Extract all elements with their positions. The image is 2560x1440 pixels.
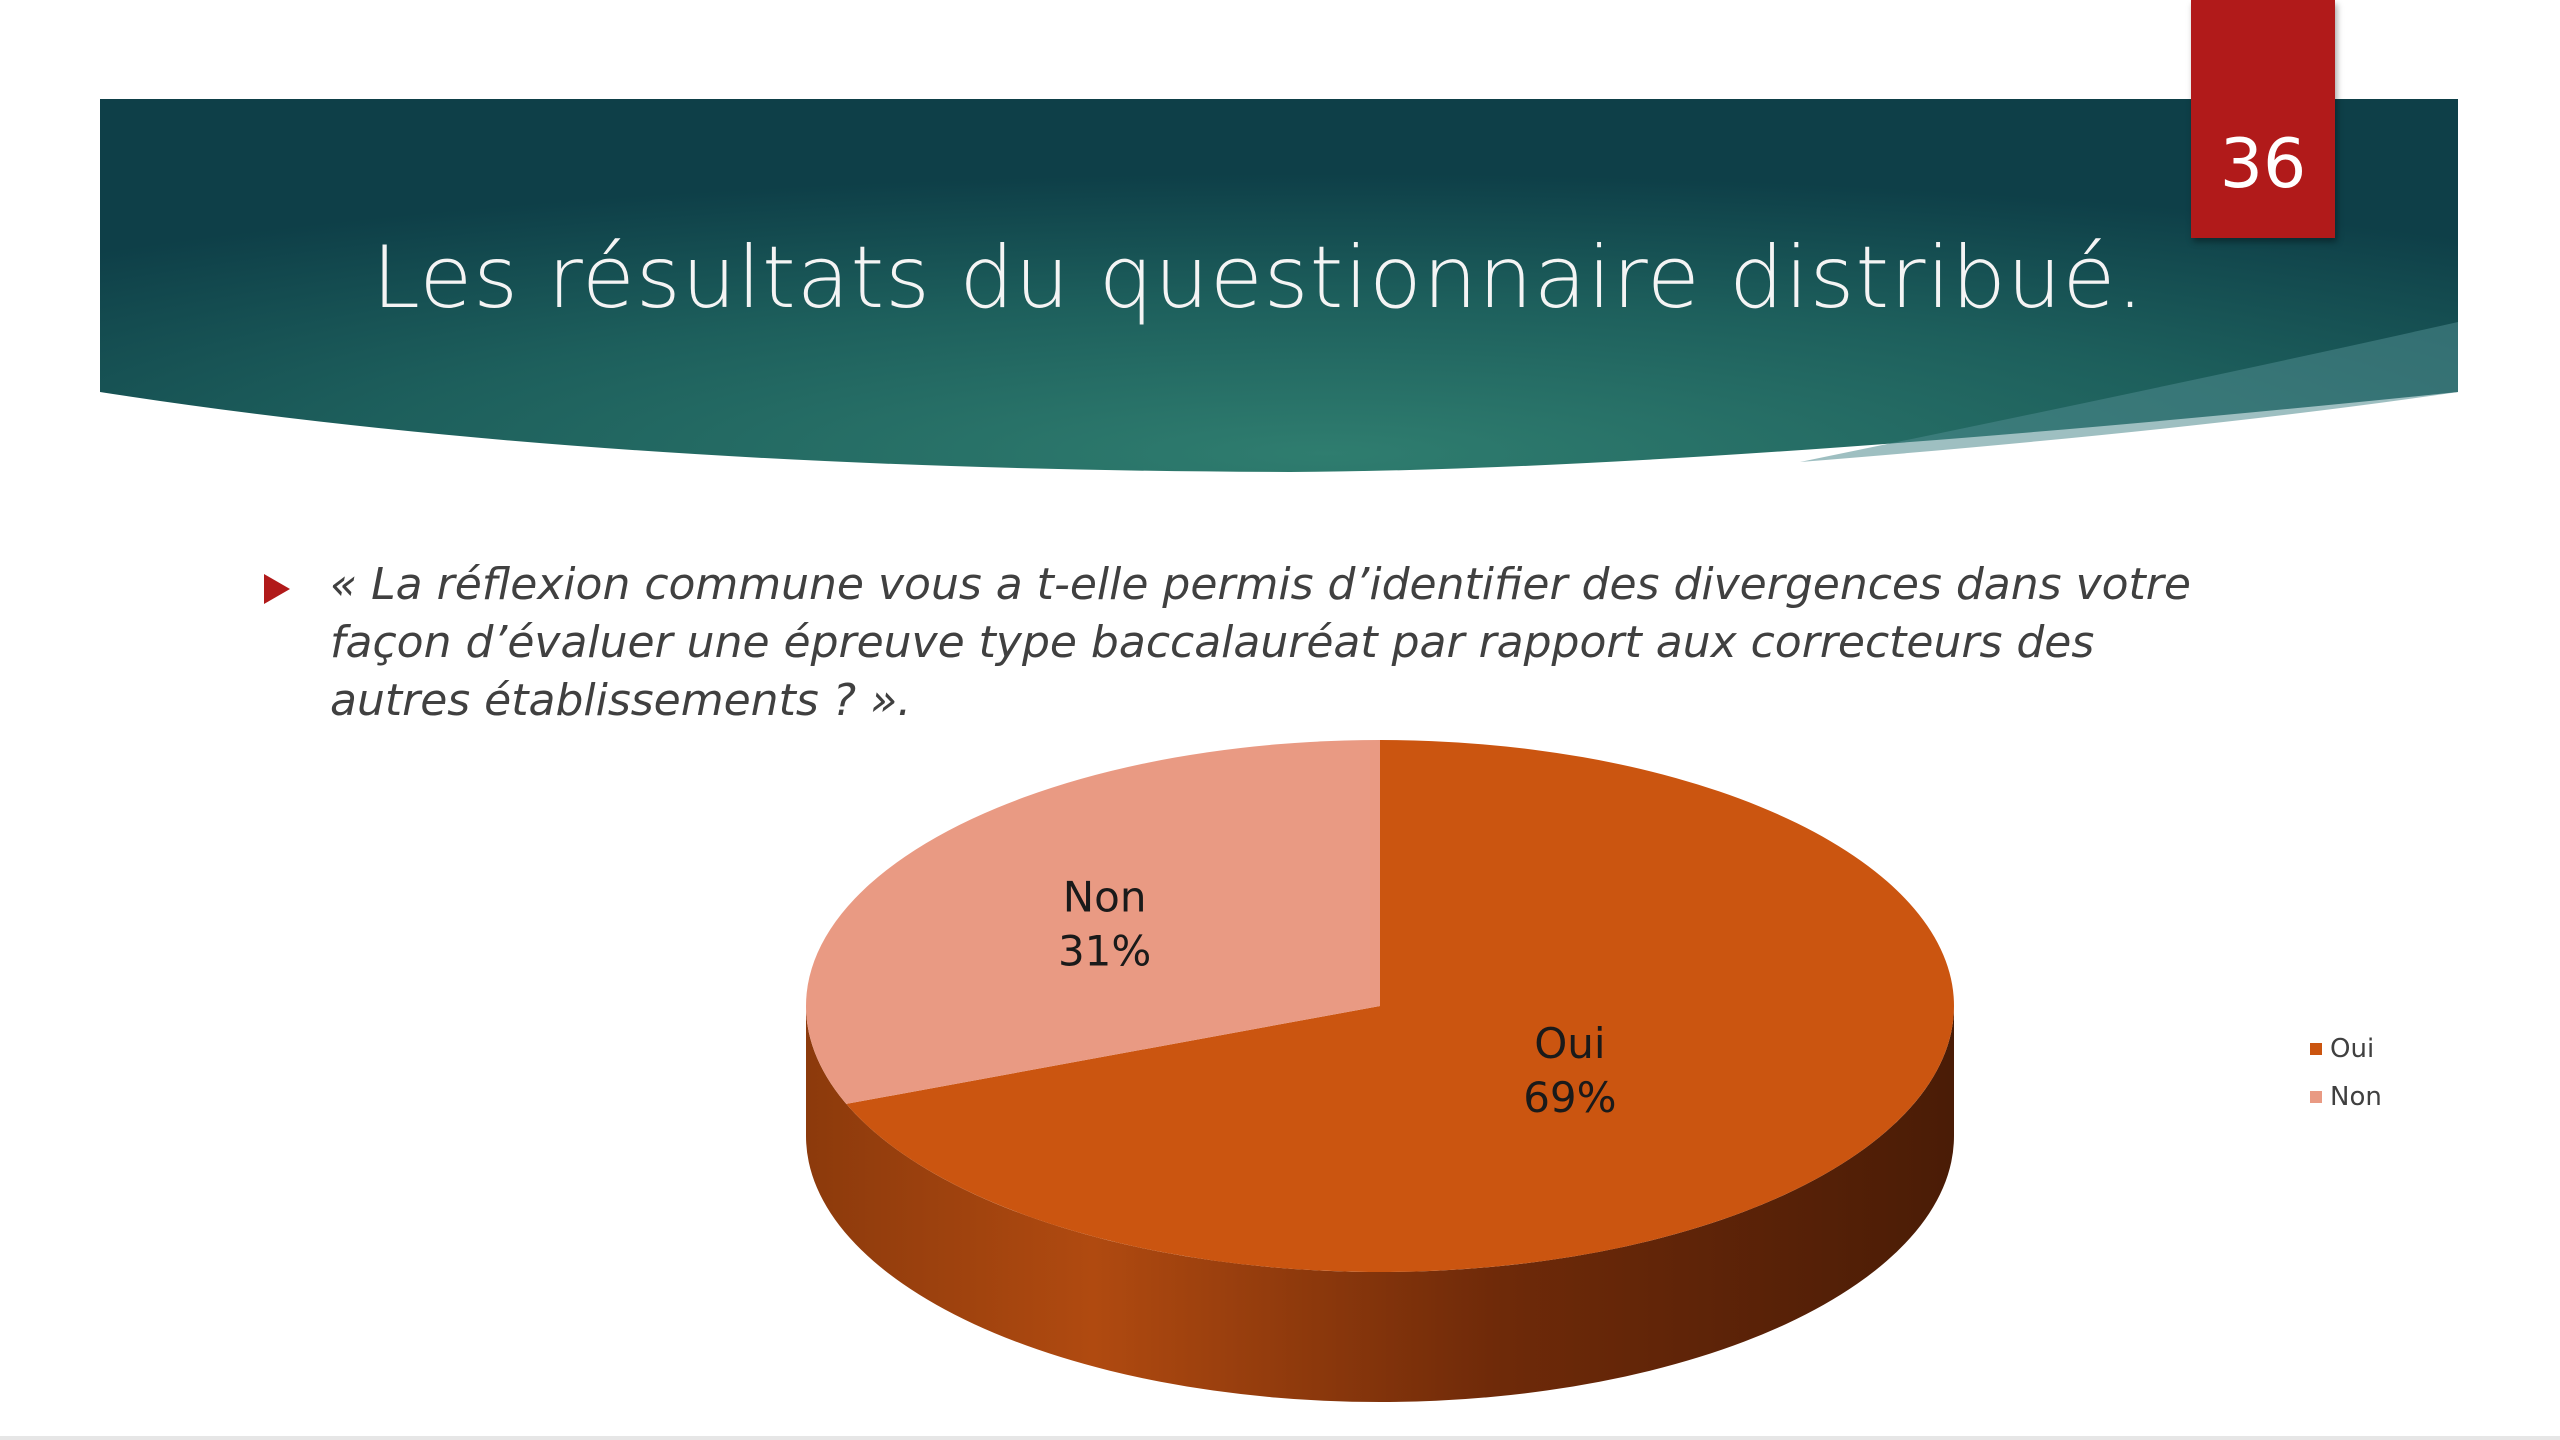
slide-title: Les résultats du questionnaire distribué… [372, 228, 2145, 328]
pie-chart: Oui 69% Non 31% [805, 740, 1954, 1402]
legend-swatch-oui [2310, 1043, 2322, 1055]
page-number-badge: 36 [2191, 0, 2335, 238]
legend-swatch-non [2310, 1091, 2322, 1103]
bottom-divider [0, 1436, 2560, 1440]
legend-label-oui: Oui [2330, 1034, 2375, 1064]
pie-side-wall [806, 1006, 1954, 1402]
question-line-1: « La réflexion commune vous a t-elle per… [330, 559, 2191, 610]
data-label-oui-percent: 69% [1523, 1073, 1616, 1122]
legend-item-non[interactable]: Non [2310, 1073, 2382, 1121]
question-line-3: autres établissements ? ». [330, 675, 912, 726]
legend-label-non: Non [2330, 1082, 2382, 1112]
title-banner [100, 99, 2458, 472]
data-label-non-name: Non [1063, 872, 1147, 921]
data-label-oui-name: Oui [1534, 1019, 1605, 1068]
question-text: « La réflexion commune vous a t-elle per… [330, 556, 2330, 730]
page-number: 36 [2219, 125, 2307, 204]
chart-legend: Oui Non [2310, 1025, 2382, 1121]
pie-slice-non[interactable] [805, 740, 1380, 1104]
question-line-2: façon d’évaluer une épreuve type baccala… [330, 617, 2095, 668]
data-label-non-percent: 31% [1058, 926, 1151, 975]
pie-slice-oui[interactable] [846, 740, 1954, 1272]
bullet-arrow-icon [264, 574, 290, 604]
legend-item-oui[interactable]: Oui [2310, 1025, 2382, 1073]
